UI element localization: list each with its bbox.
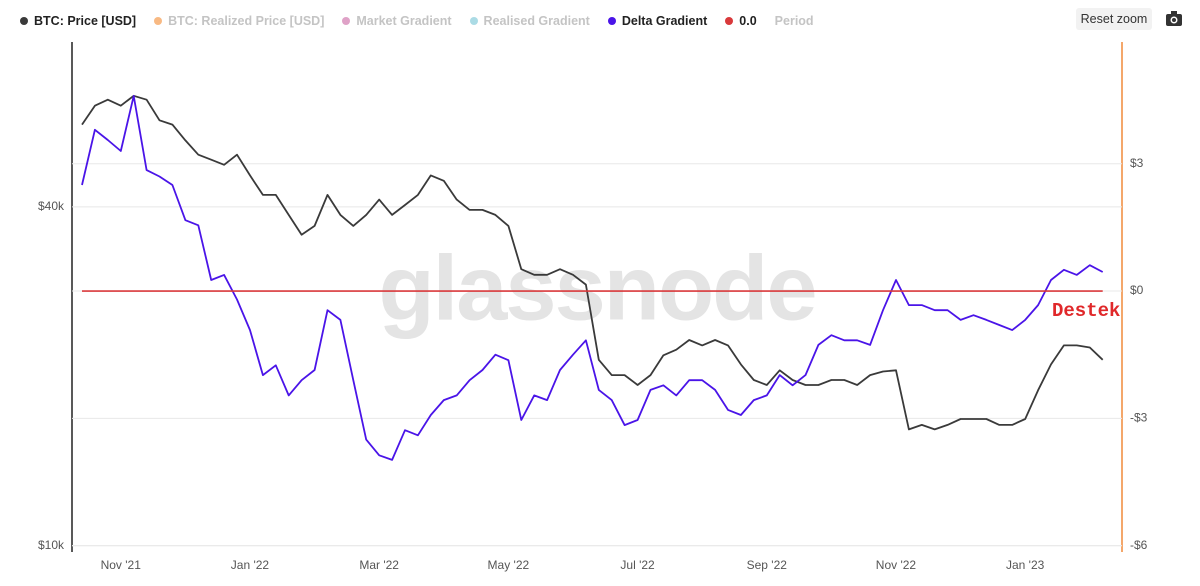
marks [72,94,1122,547]
annotation: Destek [1052,300,1120,322]
legend-item[interactable]: Period [775,14,814,28]
y2-tick-label: $0 [1130,283,1144,297]
legend-swatch [469,17,478,25]
legend-swatch [607,17,616,25]
x-tick-label: Nov '21 [101,558,142,572]
reset-zoom-button[interactable]: Reset zoom [1076,8,1152,30]
legend-item[interactable]: BTC: Realized Price [USD] [154,14,324,28]
x-tick-label: May '22 [488,558,530,572]
x-tick-label: Mar '22 [359,558,399,572]
legend: BTC: Price [USD] BTC: Realized Price [USD… [20,14,814,28]
legend-item[interactable]: BTC: Price [USD] [20,14,136,28]
legend-item[interactable]: Market Gradient [342,14,452,28]
y2-tick-label: $3 [1130,156,1144,170]
x-tick-label: Jul '22 [620,558,655,572]
y-tick-label: $10k [38,538,65,552]
legend-swatch [20,17,28,25]
legend-label: Period [774,14,814,28]
legend-item[interactable]: 0.0 [725,14,757,28]
legend-label: Realised Gradient [483,14,590,28]
x-tick-label: Sep '22 [747,558,788,572]
watermark: glassnode [378,237,815,339]
camera-icon[interactable] [1166,11,1182,26]
y2-tick-label: -$3 [1130,411,1148,425]
x-tick-label: Jan '23 [1006,558,1045,572]
series-line [81,94,1104,431]
y2-tick-label: -$6 [1130,538,1148,552]
legend-label: BTC: Realized Price [USD] [168,14,325,28]
legend-label: Delta Gradient [621,14,708,28]
legend-label: BTC: Price [USD] [34,14,137,28]
x-tick-label: Jan '22 [231,558,270,572]
x-tick-label: Nov '22 [876,558,917,572]
series-line [81,95,1104,461]
legend-item[interactable]: Delta Gradient [607,14,708,28]
y-tick-label: $40k [38,199,65,213]
legend-label: Market Gradient [356,14,452,28]
legend-label: 0.0 [739,14,757,28]
legend-swatch [725,17,734,25]
legend-swatch [154,17,163,25]
legend-swatch [342,17,351,25]
legend-item[interactable]: Realised Gradient [469,14,590,28]
